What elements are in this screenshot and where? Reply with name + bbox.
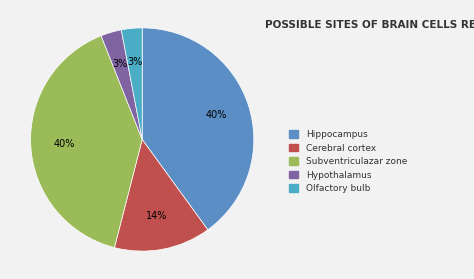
Text: 3%: 3% [127, 57, 143, 67]
Text: 3%: 3% [113, 59, 128, 69]
Text: POSSIBLE SITES OF BRAIN CELLS REGENERATION:: POSSIBLE SITES OF BRAIN CELLS REGENERATI… [265, 20, 474, 30]
Wedge shape [121, 28, 142, 140]
Wedge shape [101, 30, 142, 140]
Wedge shape [142, 28, 254, 230]
Legend: Hippocampus, Cerebral cortex, Subventriculazar zone, Hypothalamus, Olfactory bul: Hippocampus, Cerebral cortex, Subventric… [290, 130, 407, 193]
Wedge shape [31, 36, 142, 247]
Text: 40%: 40% [206, 110, 227, 120]
Text: 40%: 40% [54, 140, 75, 150]
Wedge shape [114, 140, 208, 251]
Text: 14%: 14% [146, 211, 167, 221]
